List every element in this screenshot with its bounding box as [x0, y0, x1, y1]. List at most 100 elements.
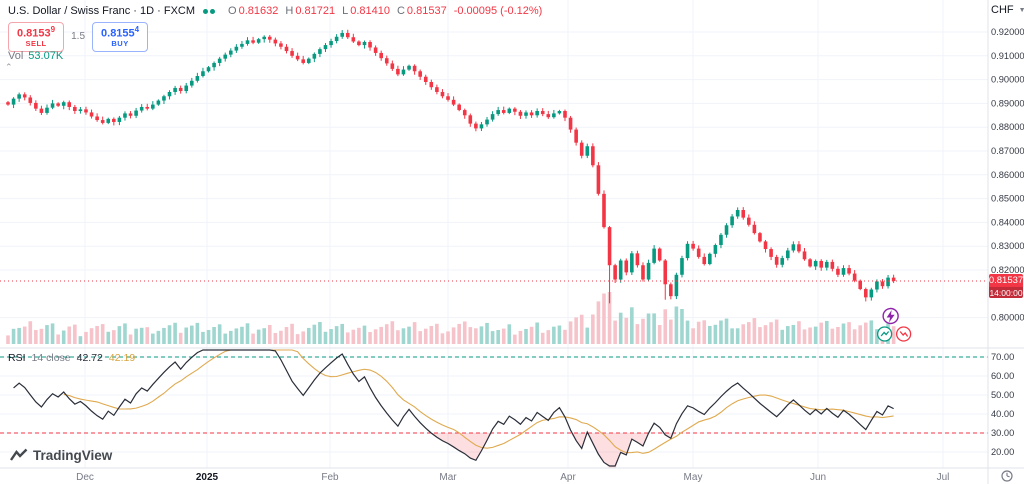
rsi-value: 42.72 — [76, 352, 103, 364]
volume-bar — [646, 313, 651, 344]
buy-button[interactable]: 0.81554 BUY — [92, 22, 149, 52]
volume-bar — [357, 327, 361, 344]
candle-body — [173, 87, 177, 92]
candle-body — [886, 277, 890, 287]
volume-bar — [279, 330, 283, 344]
volume-bar — [763, 325, 768, 344]
candle-body — [156, 100, 161, 105]
candle-body — [423, 76, 428, 82]
volume-bar — [229, 330, 233, 344]
rsi-legend: RSI 14 close 42.72 42.19 — [8, 352, 135, 364]
rsi-title[interactable]: RSI — [8, 352, 26, 364]
candle-body — [663, 260, 668, 285]
volume-bar — [780, 329, 785, 344]
volume-bar — [719, 320, 723, 344]
candle-body — [401, 69, 406, 75]
volume-bar — [674, 306, 679, 344]
candle-body — [852, 273, 857, 281]
volume-bar — [306, 327, 311, 344]
volume-bar — [696, 321, 701, 344]
collapse-arrow-icon[interactable]: ⌃ — [5, 62, 13, 72]
volume-bar — [786, 326, 790, 344]
candle-body — [769, 249, 773, 257]
volume-bar — [156, 330, 161, 344]
candle-body — [591, 146, 595, 166]
candle-body — [290, 51, 294, 56]
candle-body — [735, 210, 740, 217]
candle-body — [791, 244, 796, 251]
candle-body — [596, 165, 601, 194]
volume-bar — [552, 326, 556, 344]
volume-bar — [836, 327, 840, 344]
candle-body — [797, 244, 801, 252]
candle-body — [780, 258, 785, 265]
candle-body — [17, 94, 21, 99]
volume-bar — [178, 332, 183, 344]
volume-bar — [334, 326, 339, 344]
sell-price: 0.81539 — [17, 25, 56, 40]
candle-body — [440, 91, 445, 97]
candle-body — [624, 260, 629, 273]
rsi-ma-value: 42.19 — [108, 352, 136, 364]
candle-body — [747, 217, 751, 225]
candle-body — [217, 58, 222, 63]
price-tick-label: 0.88000 — [991, 122, 1024, 132]
volume-bar — [535, 322, 539, 344]
candle-body — [819, 260, 824, 268]
volume-bar — [123, 323, 127, 344]
candle-body — [641, 265, 645, 280]
tradingview-logo[interactable]: TradingView — [10, 448, 112, 463]
volume-bar — [295, 334, 300, 344]
volume-bar — [513, 334, 517, 344]
candle-body — [412, 65, 417, 72]
volume-bar — [22, 326, 27, 344]
time-axis-bg[interactable] — [0, 468, 1024, 484]
price-axis-bg[interactable] — [988, 0, 1024, 484]
quick-sell-glyph — [899, 331, 909, 337]
currency-button[interactable]: CHF ▼ — [991, 4, 1024, 16]
sell-button[interactable]: 0.81539 SELL — [8, 22, 65, 52]
spread-label: 1.5 — [71, 31, 86, 43]
quick-buy-icon[interactable] — [876, 326, 893, 342]
volume-bar — [6, 335, 10, 344]
volume-bar — [362, 325, 367, 344]
rsi-line — [13, 349, 894, 467]
candle-body — [863, 289, 868, 298]
candle-body — [329, 41, 333, 46]
clock-hands-glyph — [1006, 472, 1010, 478]
price-tick-label: 0.82000 — [991, 265, 1024, 275]
candle-body — [552, 113, 556, 118]
rsi-oversold-fill — [13, 433, 894, 471]
candle-body — [602, 193, 606, 228]
volume-bar — [808, 327, 812, 344]
rsi-params: 14 close — [31, 352, 71, 364]
volume-bar — [418, 331, 422, 344]
volume-bar — [440, 333, 445, 344]
volume-bar — [724, 318, 729, 344]
volume-bar — [84, 331, 88, 344]
candle-body — [858, 280, 863, 290]
volume-bar — [73, 324, 77, 344]
candle-body — [847, 268, 851, 274]
candle-body — [429, 81, 434, 88]
volume-bar — [841, 323, 846, 344]
candle-body — [357, 41, 361, 46]
trade-panel: 0.81539 SELL 1.5 0.81554 BUY — [8, 22, 149, 52]
volume-bar — [390, 321, 395, 344]
volume-bar — [485, 322, 489, 344]
volume-bar — [557, 325, 562, 344]
candle-body — [212, 62, 216, 68]
candle-body — [513, 108, 517, 112]
symbol-title[interactable]: U.S. Dollar / Swiss Franc · 1D · FXCM — [8, 5, 196, 17]
volume-bar — [574, 317, 578, 344]
candle-body — [518, 111, 523, 116]
price-tick-label: 0.91000 — [991, 51, 1024, 61]
candle-body — [11, 98, 16, 105]
volume-bar — [351, 329, 356, 344]
candle-body — [340, 32, 344, 37]
candle-body — [535, 111, 539, 116]
volume-bar — [50, 323, 55, 344]
buy-label: BUY — [111, 39, 129, 49]
